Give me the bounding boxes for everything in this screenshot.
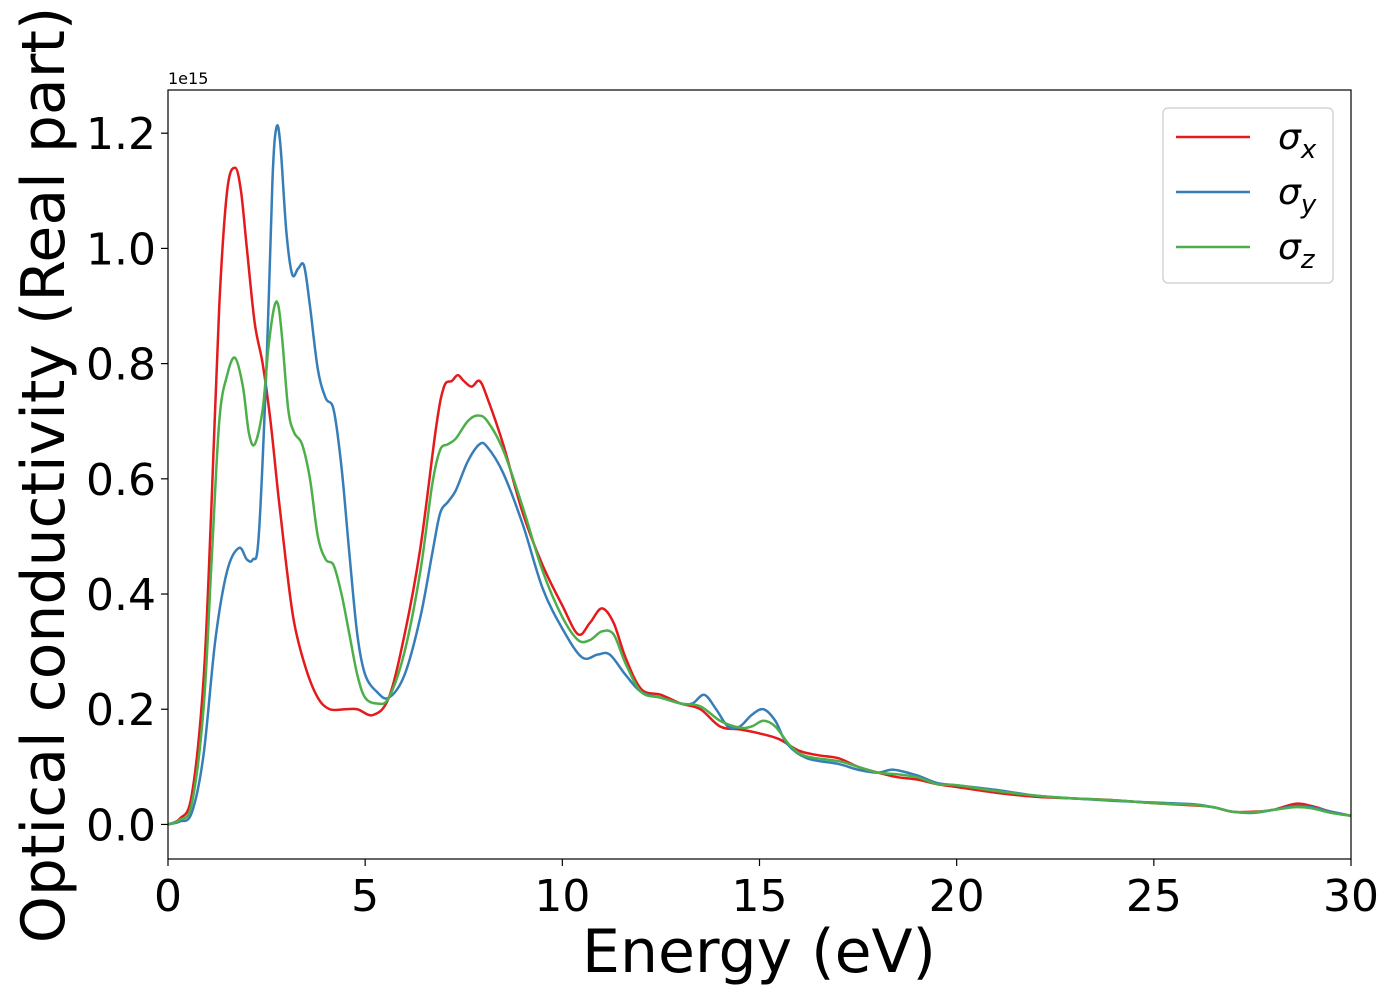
x-axis-ticks: 0 5 10 15 20 25 30: [154, 859, 1379, 922]
series-line-z: [168, 300, 1351, 826]
legend-box: [1162, 107, 1334, 284]
legend: σx σy σz: [1162, 107, 1334, 284]
y-axis-title: Optical conductivity (Real part): [9, 7, 79, 944]
legend-label-x: σx: [1278, 117, 1317, 165]
x-tick-label: 5: [351, 871, 379, 922]
legend-entries: σx σy σz: [1176, 117, 1317, 275]
x-tick-label: 15: [732, 871, 788, 922]
y-tick-label: 0.8: [86, 340, 156, 391]
x-tick-label: 0: [154, 871, 182, 922]
y-tick-label: 1.0: [86, 224, 156, 275]
y-axis-ticks: 0.0 0.2 0.4 0.6 0.8 1.0 1.2: [86, 109, 168, 851]
x-axis-title: Energy (eV): [582, 917, 936, 987]
x-tick-label: 10: [534, 871, 590, 922]
x-tick-label: 30: [1323, 871, 1379, 922]
legend-label-z: σz: [1278, 227, 1316, 275]
y-tick-label: 1.2: [86, 109, 156, 160]
series-layer: [168, 124, 1351, 826]
y-offset-label: 1e15: [168, 69, 208, 88]
y-tick-label: 0.0: [86, 800, 156, 851]
y-tick-label: 0.4: [86, 570, 156, 621]
plot-area: [168, 90, 1351, 859]
x-tick-label: 20: [929, 871, 985, 922]
x-tick-label: 25: [1126, 871, 1182, 922]
y-tick-label: 0.2: [86, 685, 156, 736]
legend-label-y: σy: [1278, 172, 1317, 220]
y-tick-label: 0.6: [86, 455, 156, 506]
